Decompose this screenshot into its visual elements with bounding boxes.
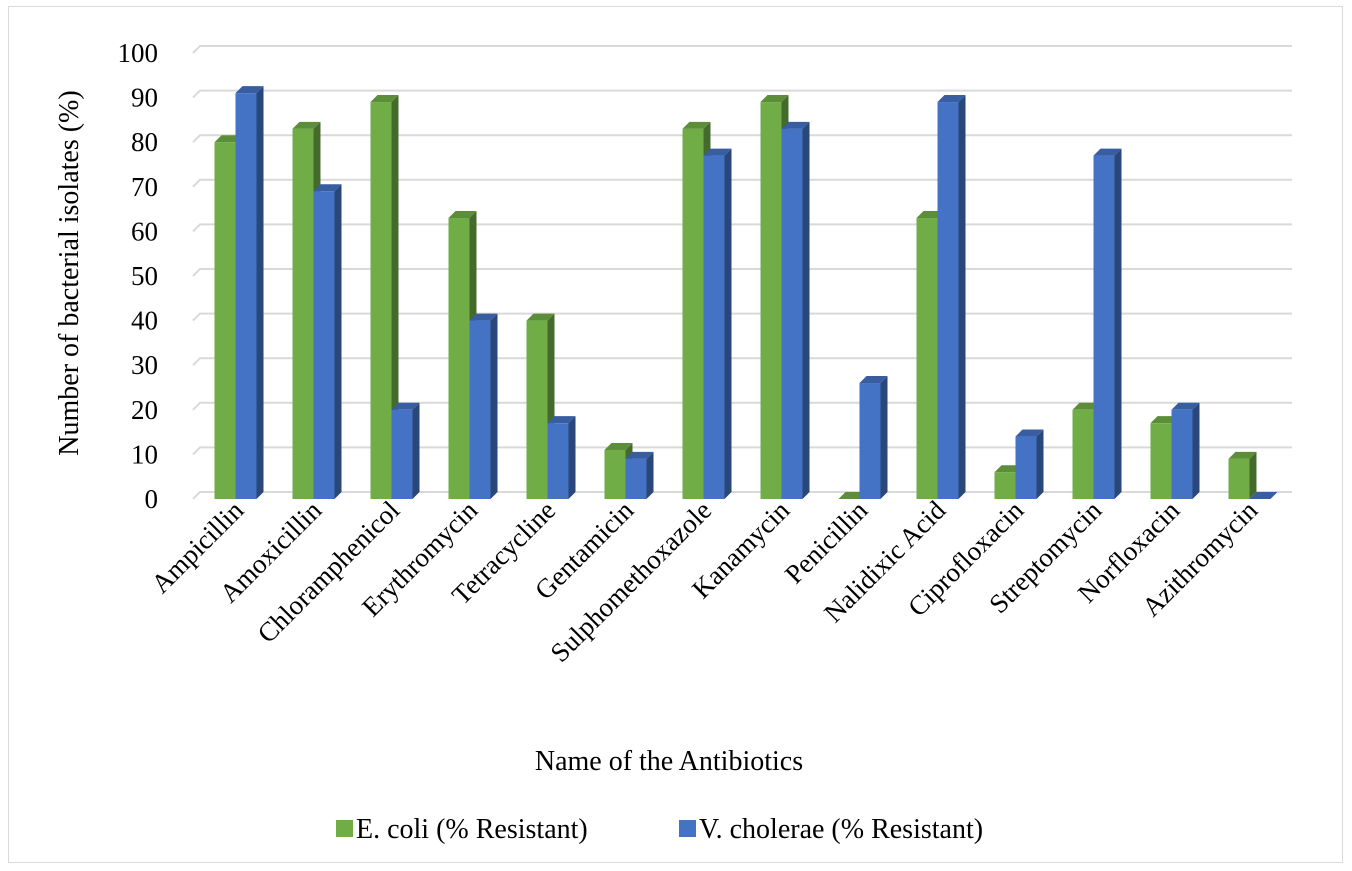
y-axis-ticks: 0 10 20 30 40 50 60 70 80 90 100	[118, 38, 159, 514]
bar	[313, 184, 342, 499]
bar	[1249, 492, 1278, 499]
legend: E. coli (% Resistant) V. cholerae (% Resi…	[336, 814, 983, 845]
gridline	[192, 446, 1292, 456]
y-tick-label: 60	[131, 216, 158, 246]
legend-item: E. coli (% Resistant)	[336, 814, 588, 845]
bar	[391, 402, 420, 499]
bars	[214, 86, 1278, 499]
bar	[1093, 148, 1122, 499]
gridline	[192, 89, 1292, 99]
y-tick-label: 70	[131, 172, 158, 202]
bar	[370, 95, 399, 499]
bar	[1171, 402, 1200, 499]
gridline	[192, 178, 1292, 188]
gridline	[192, 491, 1292, 500]
gridline	[192, 223, 1292, 233]
gridline	[192, 134, 1292, 143]
y-tick-label: 100	[118, 38, 159, 68]
bar	[625, 451, 654, 499]
gridlines	[192, 45, 1292, 500]
legend-swatch	[336, 820, 353, 837]
gridline	[192, 45, 1292, 54]
y-tick-label: 80	[131, 127, 158, 157]
y-tick-label: 30	[131, 350, 158, 380]
legend-item: V. cholerae (% Resistant)	[679, 814, 983, 845]
bar	[1228, 451, 1257, 499]
gridline	[192, 357, 1292, 366]
gridline	[192, 268, 1292, 277]
bar	[1015, 429, 1044, 499]
bar	[469, 313, 498, 499]
legend-label: V. cholerae (% Resistant)	[699, 814, 983, 845]
x-axis-ticks: AmpicillinAmoxicillinChloramphenicolEryt…	[145, 495, 1263, 668]
bar	[547, 416, 576, 499]
y-tick-label: 0	[145, 484, 159, 514]
y-tick-label: 10	[131, 439, 158, 469]
y-tick-label: 20	[131, 395, 158, 425]
bar	[859, 376, 888, 499]
bar	[937, 95, 966, 499]
gridline	[192, 312, 1292, 322]
legend-swatch	[679, 820, 696, 837]
gridline	[192, 401, 1292, 411]
bar	[235, 86, 264, 499]
y-axis-title: Number of bacterial isolates (%)	[54, 90, 85, 455]
y-tick-label: 40	[131, 306, 158, 336]
bar	[703, 148, 732, 499]
y-tick-label: 50	[131, 261, 158, 291]
bar	[781, 121, 810, 499]
x-tick-label: Chloramphenicol	[251, 495, 405, 649]
y-tick-label: 90	[131, 83, 158, 113]
legend-label: E. coli (% Resistant)	[356, 814, 588, 845]
x-axis-title: Name of the Antibiotics	[535, 746, 803, 777]
